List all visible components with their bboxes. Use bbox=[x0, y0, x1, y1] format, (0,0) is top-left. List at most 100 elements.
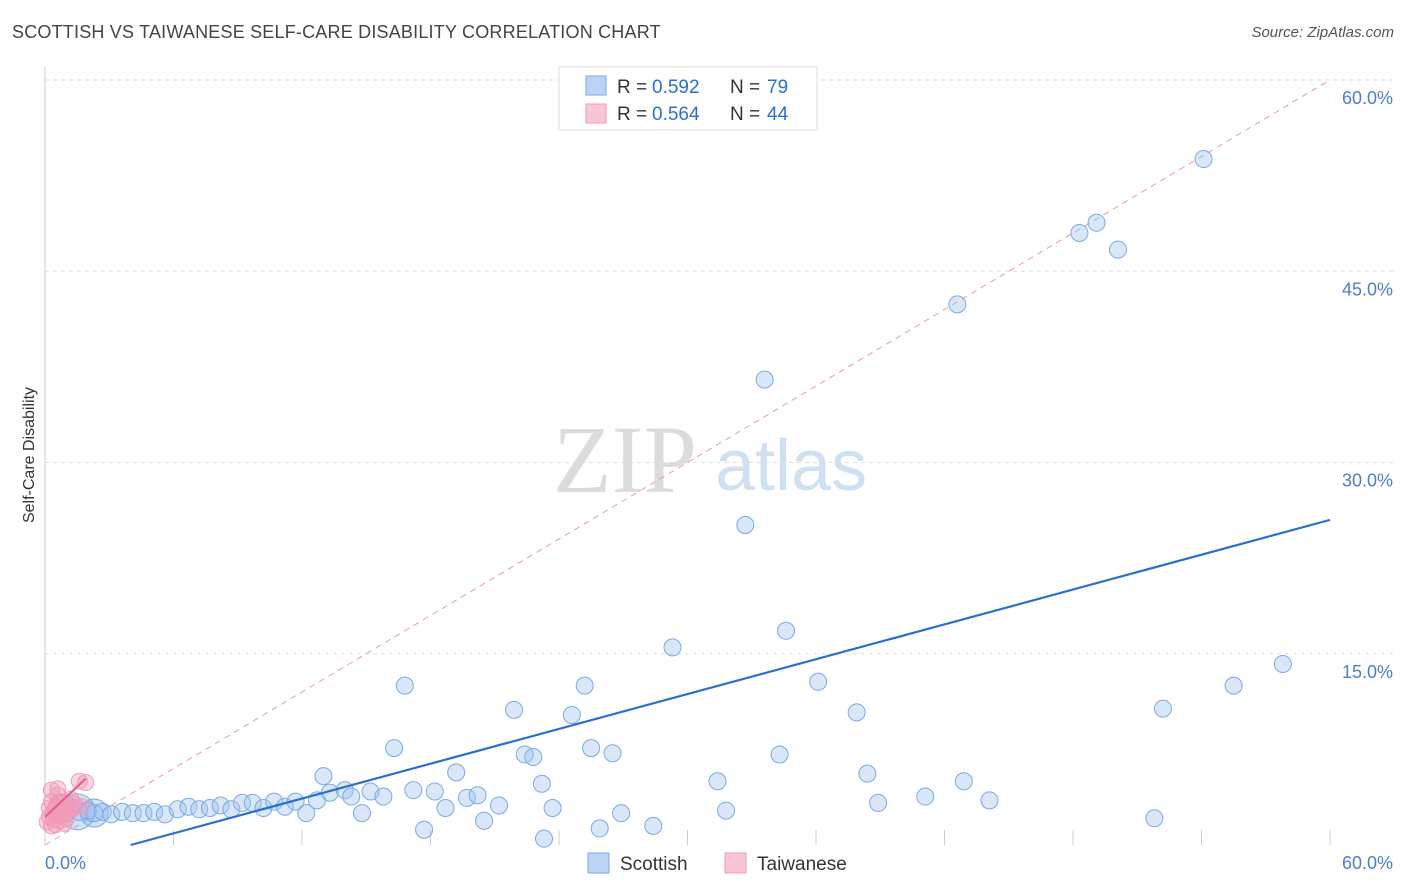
y-tick-label: 30.0% bbox=[1342, 471, 1393, 491]
scottish-point bbox=[1108, 240, 1127, 259]
scottish-point bbox=[490, 796, 509, 815]
scottish-point bbox=[847, 703, 866, 722]
scottish-point bbox=[123, 804, 142, 823]
taiwanese-trend-line bbox=[44, 777, 87, 818]
scottish-point bbox=[582, 739, 601, 758]
scottish-point bbox=[1224, 676, 1243, 695]
scottish-point bbox=[562, 705, 581, 724]
scottish-point bbox=[385, 739, 404, 758]
scottish-point bbox=[954, 772, 973, 791]
scottish-point bbox=[505, 700, 524, 719]
scottish-point bbox=[948, 295, 967, 314]
y-axis-label: Self-Care Disability bbox=[21, 387, 38, 523]
scottish-point bbox=[1153, 699, 1172, 718]
scottish-point bbox=[145, 802, 164, 821]
x-tick-label: 60.0% bbox=[1342, 853, 1393, 873]
scottish-point bbox=[755, 370, 774, 389]
trend-lines bbox=[44, 518, 1331, 847]
scottish-trend-line bbox=[130, 518, 1331, 847]
taiwanese-points bbox=[38, 772, 95, 835]
scottish-point bbox=[809, 672, 828, 691]
scottish-point bbox=[869, 793, 888, 812]
tick-labels: 15.0% 30.0% 45.0% 60.0% 0.0% 60.0% bbox=[45, 88, 1393, 873]
scottish-point bbox=[717, 801, 736, 820]
scottish-point bbox=[535, 829, 554, 848]
chart-title: SCOTTISH VS TAIWANESE SELF-CARE DISABILI… bbox=[12, 22, 661, 42]
taiwanese-point bbox=[49, 780, 67, 798]
scottish-point bbox=[644, 816, 663, 835]
scottish-point bbox=[543, 799, 562, 818]
taiwanese-point bbox=[70, 772, 88, 790]
legend-box: R = 0.592 N = 79 R = 0.564 N = 44 bbox=[558, 66, 818, 131]
scottish-point bbox=[200, 799, 219, 818]
watermark-atlas: atlas bbox=[715, 426, 867, 506]
x-tick-label: 0.0% bbox=[45, 853, 86, 873]
scottish-point bbox=[736, 515, 755, 534]
scottish-point bbox=[457, 788, 476, 807]
y-tick-label: 45.0% bbox=[1342, 279, 1393, 299]
axes bbox=[44, 67, 1331, 845]
scottish-point bbox=[777, 621, 796, 640]
scottish-point bbox=[1194, 150, 1213, 169]
legend-n-value-1: 79 bbox=[767, 77, 788, 98]
legend-n-label-2: N = bbox=[730, 104, 760, 125]
legend-r-label-2: R = bbox=[617, 104, 647, 125]
bottom-legend-scottish: Scottish bbox=[620, 854, 688, 875]
scottish-point bbox=[475, 811, 494, 830]
bottom-legend-swatch-scottish bbox=[587, 852, 610, 874]
grid bbox=[45, 79, 1395, 655]
bottom-legend-swatch-taiwanese bbox=[724, 852, 747, 874]
bottom-legend: Scottish Taiwanese bbox=[587, 852, 847, 875]
taiwanese-point bbox=[77, 774, 95, 792]
scottish-point bbox=[524, 748, 543, 767]
scottish-point bbox=[590, 819, 609, 838]
diagonal-line bbox=[44, 79, 1331, 846]
scottish-point bbox=[447, 763, 466, 782]
scottish-point bbox=[425, 782, 444, 801]
scottish-points bbox=[46, 150, 1292, 848]
scottish-point bbox=[980, 791, 999, 810]
scottish-point bbox=[858, 764, 877, 783]
legend-r-value-2: 0.564 bbox=[652, 104, 700, 125]
scottish-point bbox=[168, 800, 187, 819]
scottish-point bbox=[1070, 224, 1089, 242]
scottish-point bbox=[575, 676, 594, 695]
scottish-point bbox=[1145, 809, 1164, 828]
scottish-point bbox=[532, 774, 551, 793]
taiwanese-point bbox=[42, 781, 60, 799]
scottish-point bbox=[468, 786, 487, 805]
legend-r-label-1: R = bbox=[617, 77, 647, 98]
scottish-point bbox=[436, 799, 455, 818]
scottish-point bbox=[374, 787, 393, 806]
watermark-zip: ZIP bbox=[553, 406, 697, 513]
legend-r-value-1: 0.592 bbox=[652, 77, 700, 98]
scottish-point bbox=[1087, 213, 1106, 232]
scottish-point bbox=[415, 820, 434, 839]
scottish-point bbox=[102, 805, 121, 824]
scottish-point bbox=[612, 804, 631, 823]
scottish-point bbox=[233, 793, 252, 812]
bottom-legend-taiwanese: Taiwanese bbox=[757, 854, 847, 875]
scottish-point bbox=[342, 787, 361, 806]
scottish-point bbox=[297, 804, 316, 823]
legend-swatch-taiwanese bbox=[585, 103, 607, 124]
reference-diagonal bbox=[44, 79, 1331, 846]
scottish-point bbox=[708, 772, 727, 791]
y-tick-label: 15.0% bbox=[1342, 662, 1393, 682]
source-label: Source: ZipAtlas.com bbox=[1251, 24, 1394, 41]
scottish-point bbox=[352, 804, 371, 823]
scottish-point bbox=[770, 745, 789, 764]
taiwanese-point bbox=[72, 798, 90, 816]
scottish-point bbox=[404, 781, 423, 800]
scottish-point bbox=[603, 744, 622, 763]
legend-swatch-scottish bbox=[585, 75, 607, 96]
legend-n-label-1: N = bbox=[730, 77, 760, 98]
scottish-point bbox=[179, 797, 198, 816]
scottish-point bbox=[663, 638, 682, 657]
scottish-point bbox=[1273, 654, 1292, 673]
scottish-point bbox=[211, 796, 230, 815]
scottish-point bbox=[916, 787, 935, 806]
scottish-point bbox=[314, 767, 333, 786]
scottish-point bbox=[395, 676, 414, 695]
